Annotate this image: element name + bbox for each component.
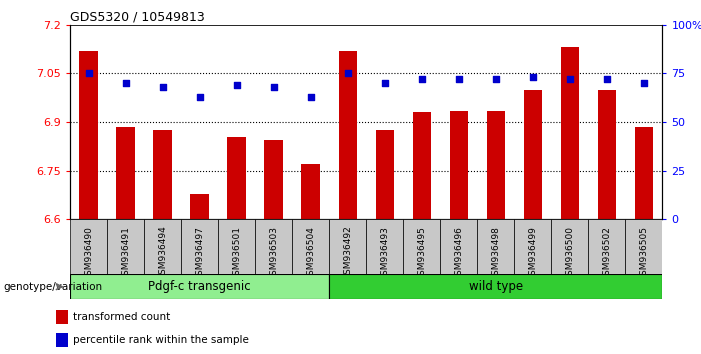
Point (120, 80, 131, 86)
Bar (329, 219, 366, 297)
Bar (79, 51, 98, 219)
Bar (56, 310, 67, 324)
Point (601, 76, 613, 82)
Bar (218, 219, 255, 297)
Point (454, 76, 465, 82)
Point (305, 94, 316, 99)
Text: GDS5320 / 10549813: GDS5320 / 10549813 (70, 11, 205, 24)
Text: GSM936491: GSM936491 (121, 226, 130, 281)
Text: GSM936494: GSM936494 (158, 226, 167, 280)
Bar (107, 219, 144, 297)
Point (379, 80, 390, 86)
Bar (376, 130, 394, 219)
Text: GSM936498: GSM936498 (491, 226, 501, 281)
Bar (486, 111, 505, 219)
Bar (227, 137, 246, 219)
Bar (588, 219, 625, 297)
Point (564, 76, 576, 82)
Point (342, 70, 353, 76)
Point (527, 74, 538, 80)
Text: GSM936495: GSM936495 (417, 226, 426, 281)
Text: GSM936492: GSM936492 (343, 226, 353, 280)
Bar (449, 111, 468, 219)
Text: GSM936496: GSM936496 (454, 226, 463, 281)
Bar (625, 219, 662, 297)
Bar (292, 219, 329, 297)
Bar (255, 219, 292, 297)
Bar (366, 219, 403, 297)
Point (83, 70, 94, 76)
Text: GSM936499: GSM936499 (529, 226, 538, 281)
Bar (552, 219, 588, 297)
Bar (329, 274, 662, 299)
Bar (561, 47, 579, 219)
Point (231, 82, 243, 88)
Text: genotype/variation: genotype/variation (4, 282, 102, 292)
Text: GSM936500: GSM936500 (566, 226, 574, 281)
Bar (70, 219, 107, 297)
Bar (301, 164, 320, 219)
Text: percentile rank within the sample: percentile rank within the sample (74, 335, 250, 345)
Text: GSM936505: GSM936505 (639, 226, 648, 281)
Text: wild type: wild type (469, 280, 523, 293)
Bar (181, 219, 218, 297)
Bar (634, 127, 653, 219)
Bar (477, 219, 515, 297)
Point (416, 76, 428, 82)
Bar (116, 127, 135, 219)
Point (194, 94, 205, 99)
Point (639, 80, 650, 86)
Text: GSM936501: GSM936501 (232, 226, 241, 281)
Text: GSM936503: GSM936503 (269, 226, 278, 281)
Text: GSM936493: GSM936493 (380, 226, 389, 281)
Bar (339, 51, 357, 219)
Bar (403, 219, 440, 297)
Point (157, 84, 168, 90)
Bar (154, 130, 172, 219)
Bar (191, 194, 209, 219)
Bar (524, 90, 542, 219)
Bar (144, 219, 181, 297)
Text: Pdgf-c transgenic: Pdgf-c transgenic (149, 280, 251, 293)
Point (490, 76, 501, 82)
Bar (56, 333, 67, 347)
Text: GSM936502: GSM936502 (602, 226, 611, 281)
Point (268, 84, 279, 90)
Bar (440, 219, 477, 297)
Bar (515, 219, 552, 297)
Text: GSM936504: GSM936504 (306, 226, 315, 281)
Text: GSM936490: GSM936490 (84, 226, 93, 281)
Bar (598, 90, 616, 219)
Bar (70, 274, 329, 299)
Text: transformed count: transformed count (74, 312, 170, 322)
Bar (413, 113, 431, 219)
Bar (264, 140, 283, 219)
Text: GSM936497: GSM936497 (195, 226, 204, 281)
